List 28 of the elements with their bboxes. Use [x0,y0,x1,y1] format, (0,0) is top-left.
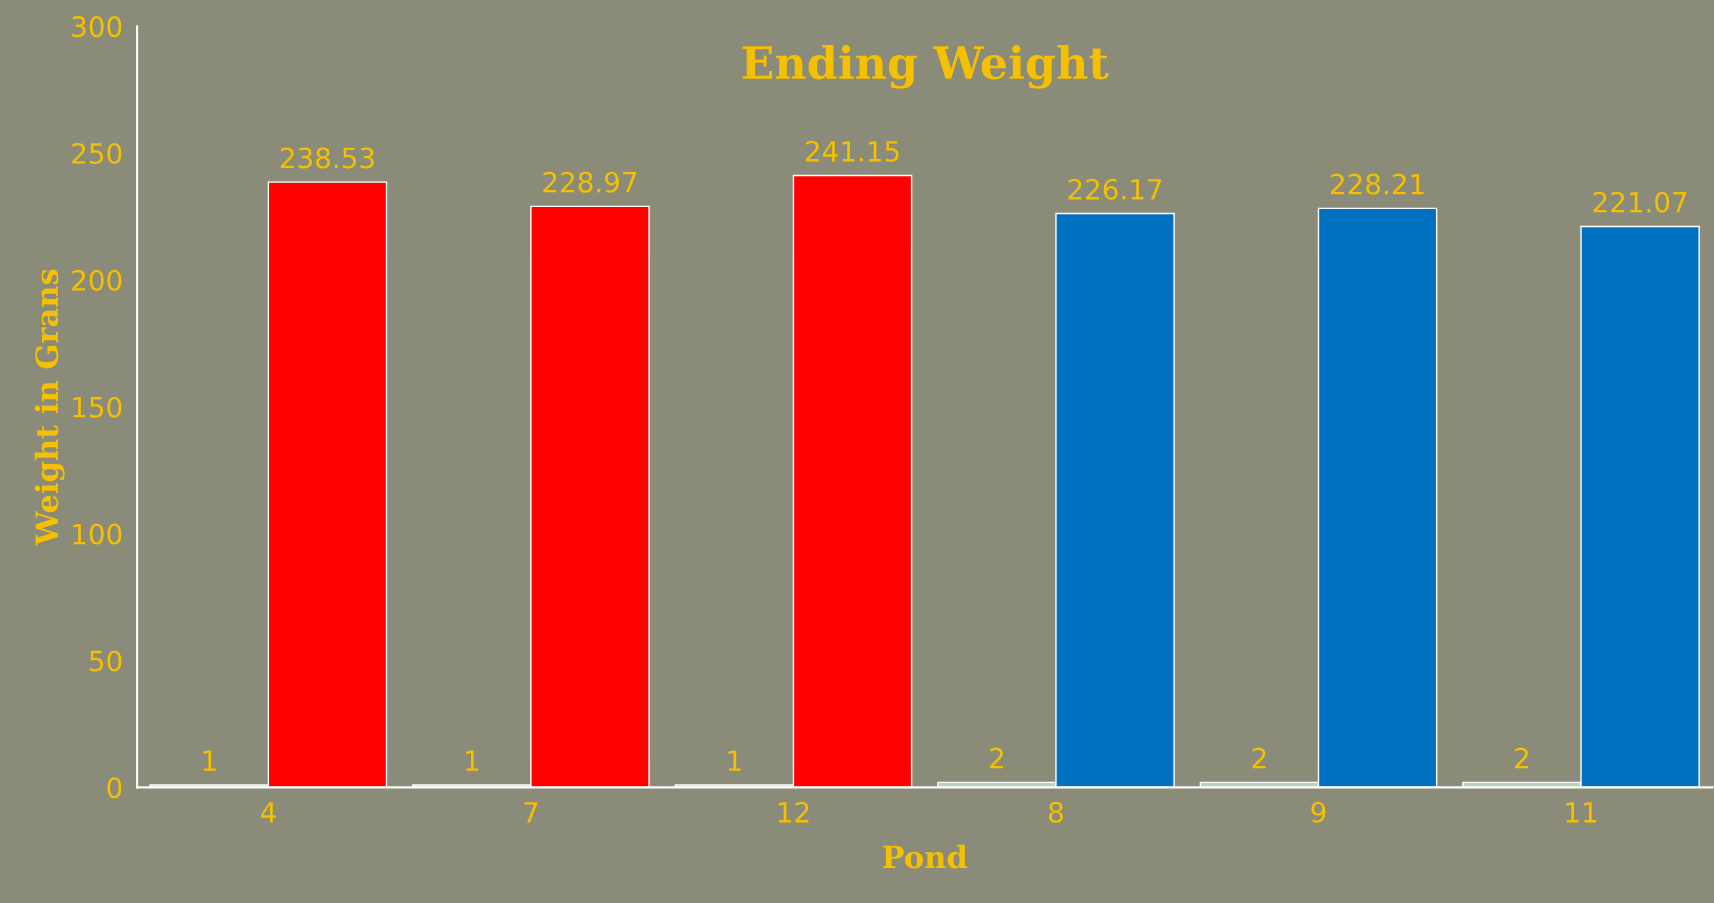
data-label: 228.21 [1331,173,1424,195]
data-label: 221.07 [1593,191,1687,213]
x-axis-title: Pond [883,844,968,869]
y-tick-label: 150 [73,396,122,418]
data-label: 226.17 [1068,178,1162,200]
data-label: 1 [466,750,479,771]
chart-title: Ending Weight [742,44,1109,89]
y-tick-label: 300 [72,16,122,38]
x-tick-label: 8 [1049,801,1063,823]
data-label: 238.53 [280,147,374,169]
x-tick-label: 12 [778,801,809,823]
x-tick-label: 4 [260,802,276,823]
y-tick-label: 250 [72,143,122,165]
x-tick-label: 7 [524,802,538,823]
x-tick-label: 9 [1311,801,1326,823]
y-tick-label: 0 [107,777,122,799]
data-label: 1 [203,750,216,771]
data-label: 2 [990,747,1003,769]
y-tick-label: 100 [73,523,122,545]
y-tick-label: 200 [72,269,122,291]
data-label: 2 [1515,747,1529,769]
x-tick-label: 11 [1566,802,1597,823]
y-axis-title: Weight in Grans [34,269,65,546]
data-label: 241.15 [805,140,899,162]
data-label: 2 [1252,747,1266,769]
y-tick-label: 50 [90,650,122,672]
data-label: 228.97 [543,171,637,193]
data-label: 1 [728,750,741,771]
